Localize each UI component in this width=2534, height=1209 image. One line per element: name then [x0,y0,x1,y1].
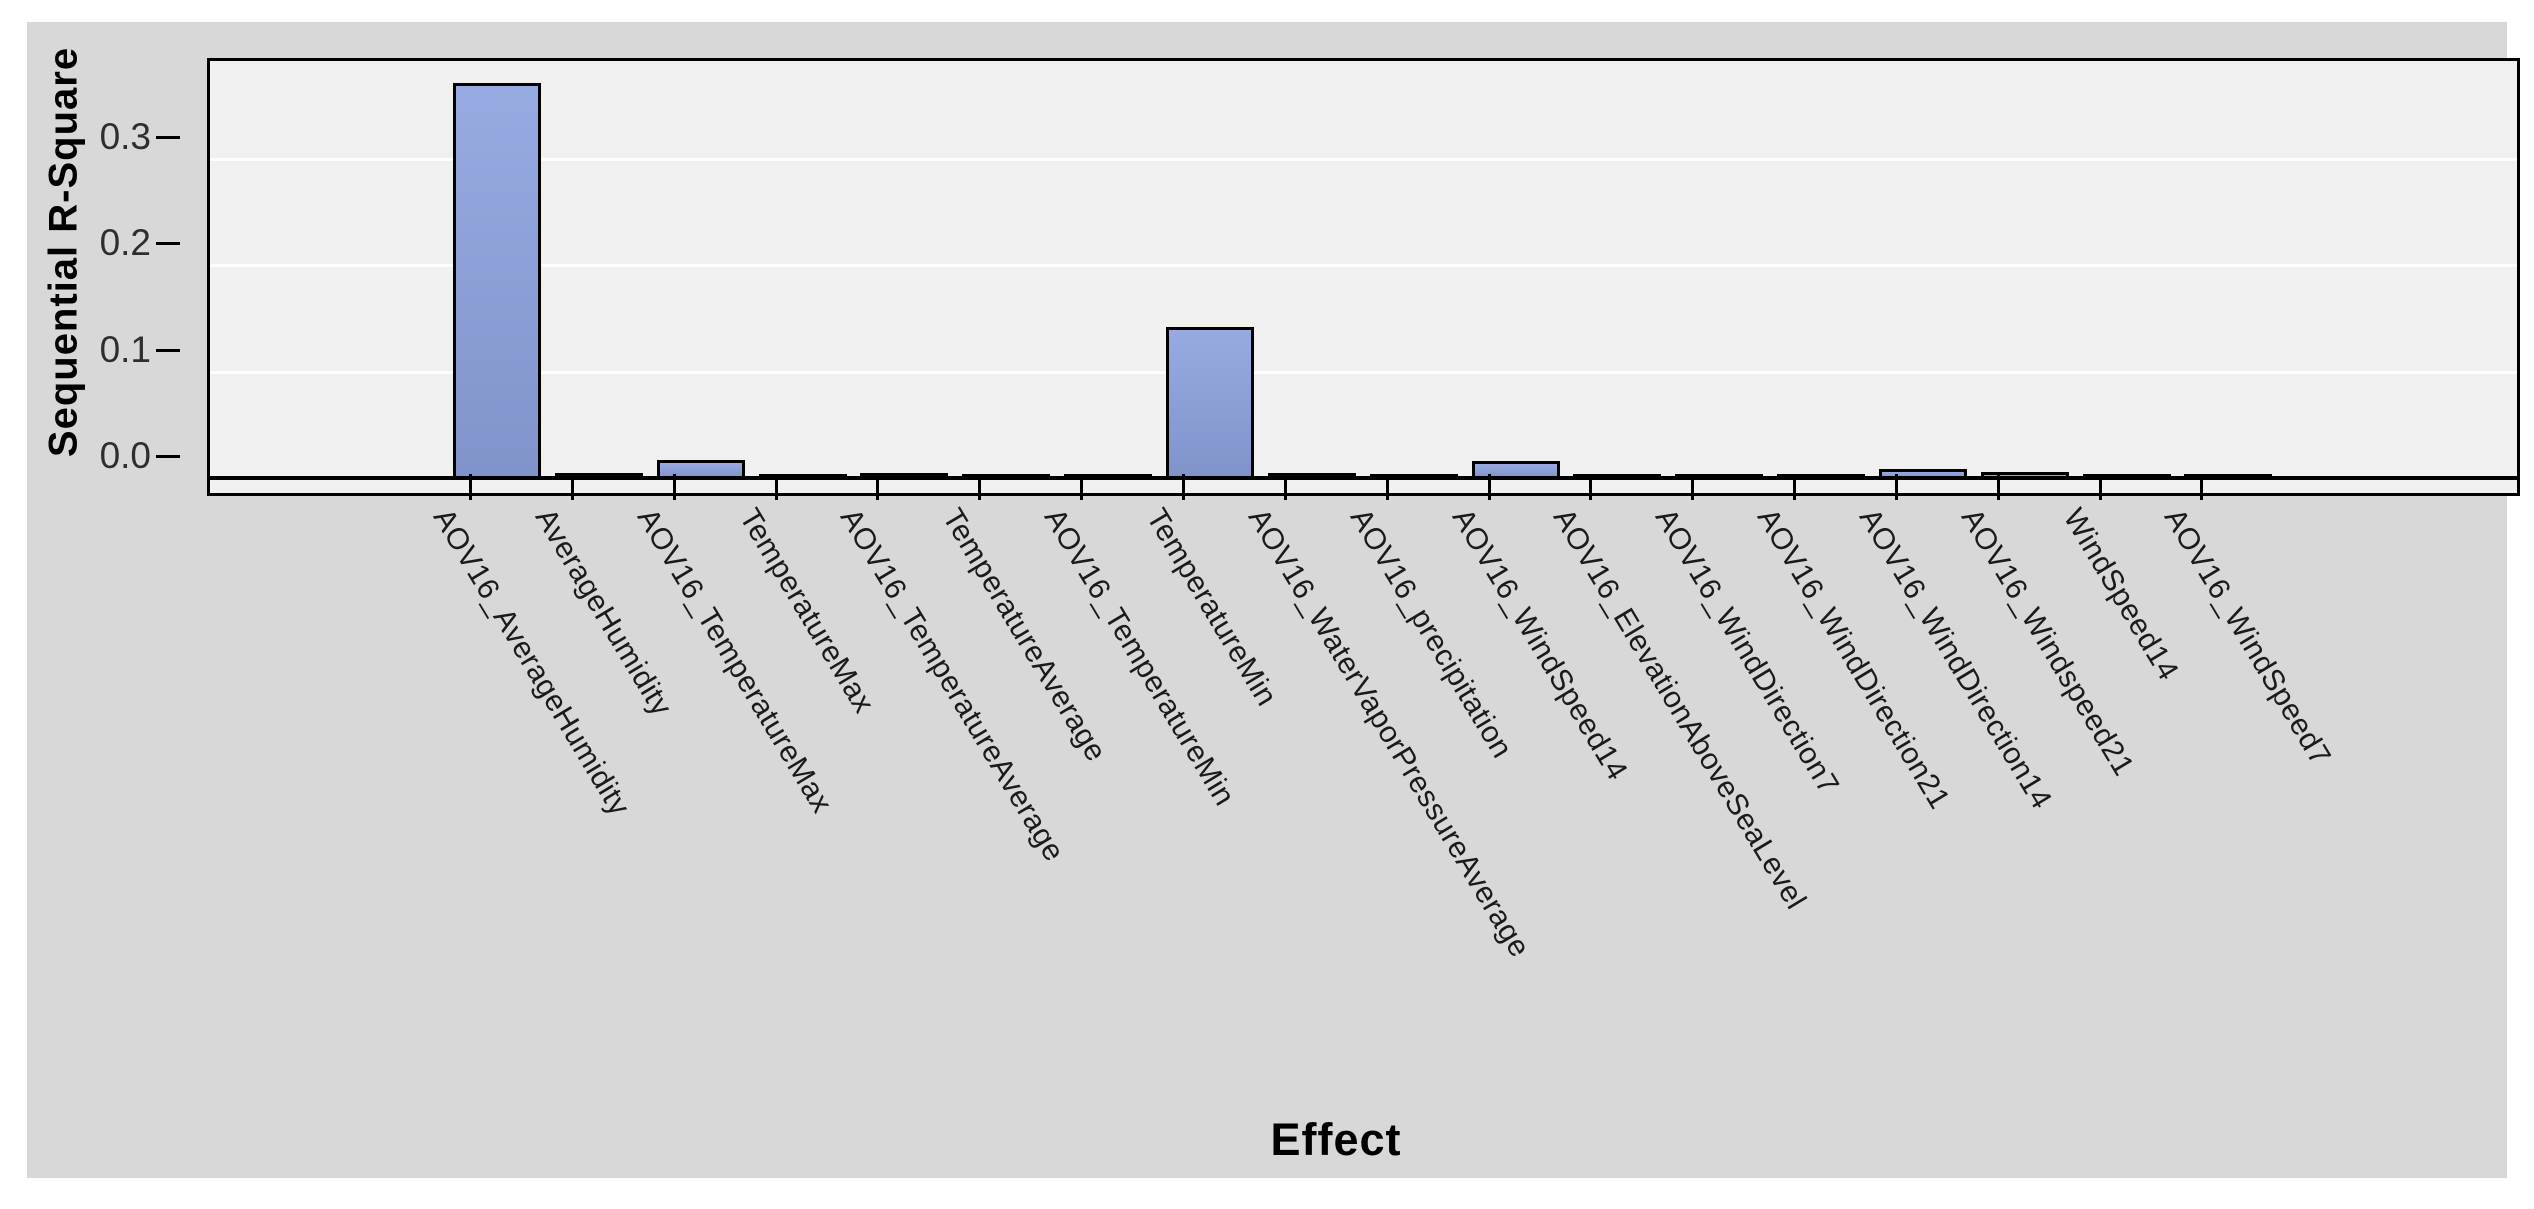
x-tick [571,474,574,500]
x-tick [1589,474,1592,500]
y-tick [156,136,180,139]
x-tick-label: AOV16_WindSpeed7 [2157,503,2338,772]
x-axis-title: Effect [1270,1114,1402,1165]
y-tick-label: 0.2 [99,222,151,263]
gridline [210,371,2517,374]
x-tick [1793,474,1796,500]
y-tick [156,455,180,458]
x-tick [1997,474,2000,500]
x-tick [775,474,778,500]
x-tick-label: AOV16_WindDirection14 [1852,503,2059,815]
x-tick [978,474,981,500]
x-tick-label: AOV16_WindDirection21 [1750,503,1957,815]
bar [453,83,541,480]
x-tick [2200,474,2203,500]
x-tick-label: AOV16_AverageHumidity [426,503,637,822]
x-tick-label: AOV16_WindDirection7 [1648,503,1846,801]
x-tick-label: AOV16_Windspeed21 [1954,503,2141,782]
x-tick-label: AOV16_WindSpeed14 [1445,503,1634,787]
y-tick [156,242,180,245]
y-axis-title: Sequential R-Square [41,46,86,458]
x-tick [673,474,676,500]
x-tick [1488,474,1491,500]
chart-panel: AOV16_AverageHumidity AverageHumidity AOV1… [27,22,2520,1178]
gridline [210,264,2517,267]
bar [1166,327,1254,480]
x-tick-label: AOV16_TemperatureMax [630,503,839,819]
plot-area [207,58,2520,496]
x-tick [1895,474,1898,500]
x-tick [1284,474,1287,500]
y-tick [156,349,180,352]
x-tick [1386,474,1389,500]
y-tick-label: 0.3 [99,116,151,157]
x-tick [2099,474,2102,500]
gridline [210,158,2517,161]
x-tick [1182,474,1185,500]
y-tick-label: 0.1 [99,329,151,370]
x-tick [876,474,879,500]
x-tick [1080,474,1083,500]
x-axis-baseline [210,476,2517,480]
x-tick-label: AOV16_TemperatureMin [1037,503,1242,812]
x-tick [1691,474,1694,500]
x-tick [469,474,472,500]
y-tick-label: 0.0 [99,435,151,476]
